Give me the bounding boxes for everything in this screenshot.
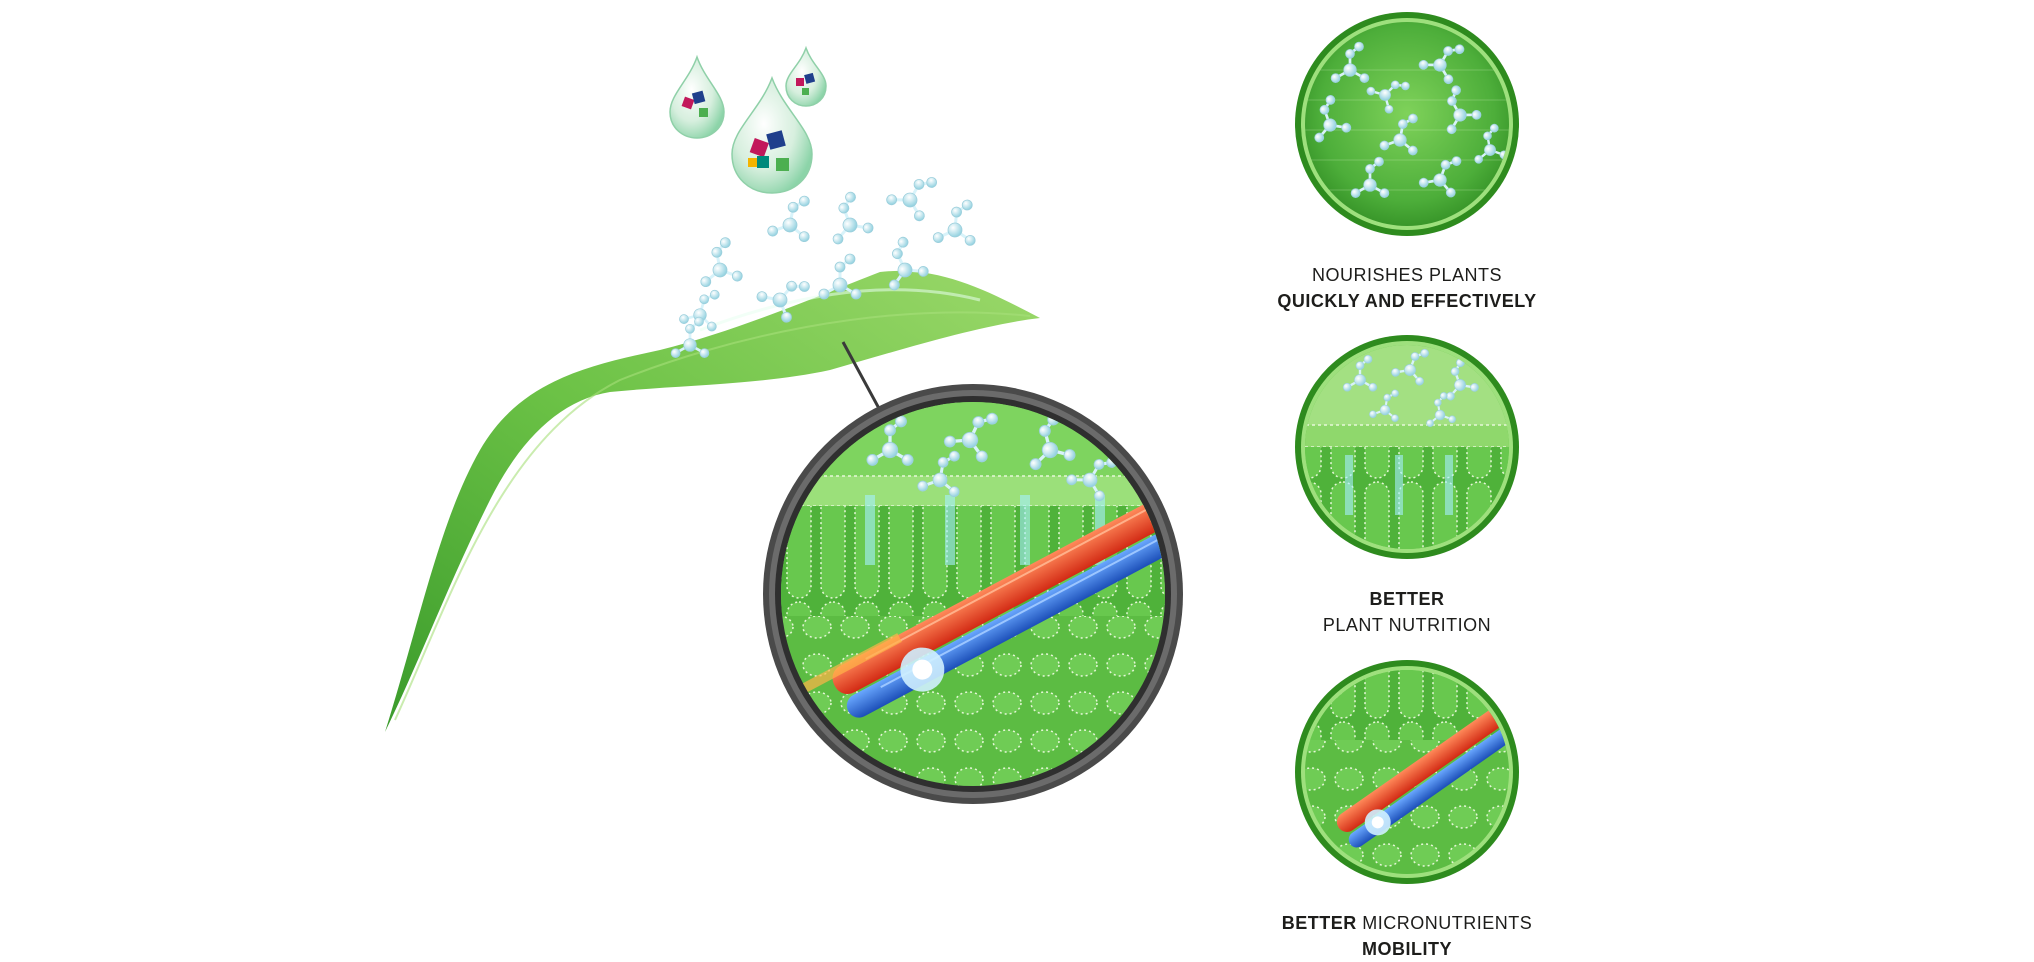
molecule-icon xyxy=(917,450,960,498)
molecule-icon xyxy=(943,412,998,463)
molecule-icon xyxy=(1426,392,1456,427)
molecule-icon xyxy=(1314,95,1352,143)
molecule-icon xyxy=(888,236,929,291)
molecule-icon xyxy=(670,177,976,358)
caption-line-2: PLANT NUTRITION xyxy=(1322,615,1492,635)
feature-circle-2 xyxy=(1295,335,1519,559)
molecule-icon xyxy=(1366,80,1410,114)
molecule-icon xyxy=(832,191,874,245)
magnifier-pointer-line xyxy=(841,341,884,415)
molecule-icon xyxy=(1369,389,1399,422)
molecule-icon xyxy=(1391,348,1429,386)
molecule-icon xyxy=(932,199,976,246)
molecule-icon xyxy=(679,289,720,332)
molecule-icon xyxy=(818,253,862,300)
molecule-icon xyxy=(1379,113,1418,156)
molecule-icon xyxy=(700,237,743,288)
molecule-icon xyxy=(670,316,710,358)
molecule-icon xyxy=(767,195,810,243)
feature-circle-3 xyxy=(1295,660,1519,884)
molecule-icon xyxy=(866,415,914,466)
molecule-icon xyxy=(1418,156,1462,198)
leaf-icon xyxy=(385,270,1040,732)
molecule-icon xyxy=(1350,156,1390,198)
molecule-icon xyxy=(1330,41,1370,83)
molecule-icon xyxy=(1418,44,1465,85)
molecule-icon xyxy=(1446,85,1482,135)
water-drop-icon xyxy=(669,54,725,139)
molecule-icon xyxy=(1342,354,1378,392)
molecule-icon xyxy=(886,177,938,222)
molecule-icon xyxy=(756,280,810,323)
feature-caption-1: NOURISHES PLANTS QUICKLY AND EFFECTIVELY xyxy=(1237,262,1577,314)
caption-line-1: BETTER MICRONUTRIENTS xyxy=(1281,913,1533,933)
caption-line-1: BETTER xyxy=(1369,589,1445,609)
feature-caption-3: BETTER MICRONUTRIENTS MOBILITY xyxy=(1237,910,1577,962)
water-drop-icon xyxy=(785,45,827,107)
molecule-icon xyxy=(1029,413,1076,471)
molecule-icon xyxy=(1066,457,1118,502)
molecule-icon xyxy=(1474,123,1509,164)
caption-line-2: QUICKLY AND EFFECTIVELY xyxy=(1277,291,1537,311)
water-drop-icon xyxy=(731,75,813,194)
feature-circle-1 xyxy=(1295,12,1519,236)
magnified-leaf-cross-section-icon xyxy=(763,384,1183,804)
caption-line-2: MOBILITY xyxy=(1362,939,1452,959)
caption-line-1: NOURISHES PLANTS xyxy=(1311,265,1503,285)
feature-caption-2: BETTER PLANT NUTRITION xyxy=(1237,586,1577,638)
